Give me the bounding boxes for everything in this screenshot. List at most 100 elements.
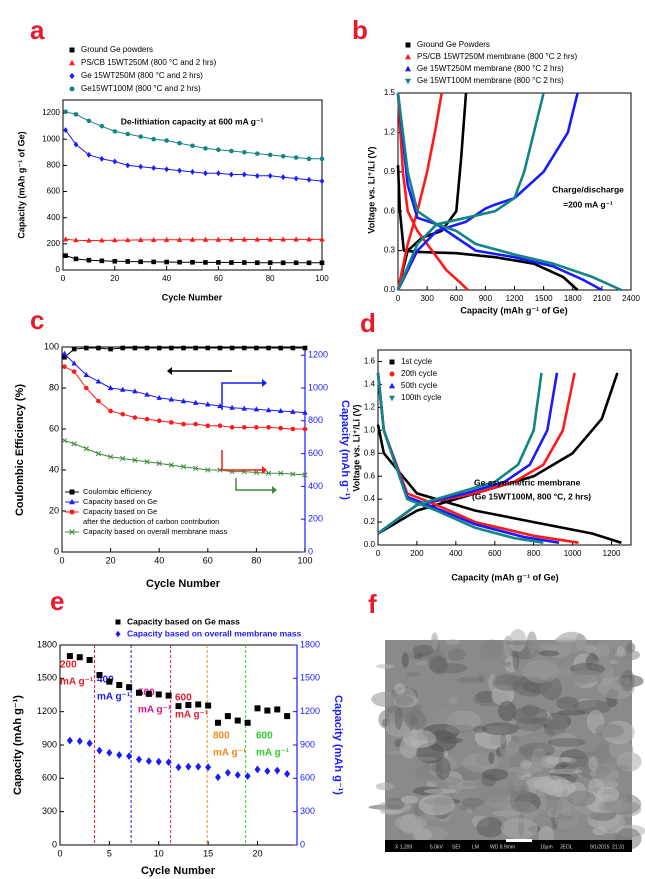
sem-scale-bar	[506, 839, 532, 842]
data-point	[62, 438, 67, 443]
data-point	[126, 752, 132, 760]
y-axis-label: Voltage vs. Li⁺/Li (V)	[351, 404, 361, 491]
data-point	[255, 151, 260, 156]
sem-grain	[431, 632, 438, 650]
sem-grain	[596, 764, 629, 771]
sem-grain	[480, 640, 504, 660]
data-point	[255, 173, 260, 179]
data-point	[185, 763, 191, 771]
data-point	[206, 423, 211, 428]
data-point	[242, 346, 247, 351]
sem-info-text: LM	[472, 844, 479, 850]
series-line	[398, 93, 578, 290]
data-point	[77, 737, 83, 745]
data-point	[235, 718, 241, 724]
legend-label: Capacity based on overall membrane mass	[127, 628, 302, 638]
y2-tick-label: 600	[308, 448, 323, 458]
data-point	[169, 346, 174, 351]
data-point	[106, 679, 112, 685]
legend-label: Coulombic efficiency	[83, 487, 152, 496]
data-point	[84, 446, 89, 451]
data-point	[67, 737, 73, 745]
x-tick-label: 1000	[564, 549, 582, 558]
data-point	[136, 756, 142, 764]
data-point	[87, 119, 92, 124]
rate-label: 800	[213, 731, 230, 742]
data-point	[116, 682, 122, 688]
sem-grain	[442, 697, 460, 713]
sem-grain	[479, 785, 509, 803]
sem-grain	[482, 722, 519, 735]
data-point	[203, 170, 208, 176]
sem-grain	[595, 724, 624, 738]
y2-tick-label: 1200	[300, 706, 320, 716]
y-tick-label: 1.2	[384, 128, 396, 137]
sem-grain	[448, 648, 466, 661]
data-point	[320, 178, 325, 184]
x-tick-label: 80	[266, 274, 275, 283]
y2-tick-label: 1800	[300, 639, 320, 649]
y2-tick-label: 400	[308, 481, 323, 491]
data-point	[100, 156, 105, 162]
legend-marker	[116, 631, 121, 638]
data-point	[254, 346, 259, 351]
data-point	[97, 672, 103, 678]
sem-grain	[506, 641, 530, 645]
data-point	[254, 425, 259, 430]
data-point	[284, 770, 290, 778]
y-tick-label: 1.4	[364, 380, 376, 389]
rate-unit: mA g⁻¹	[138, 705, 172, 716]
sem-grain	[626, 642, 635, 652]
data-point	[242, 172, 247, 178]
data-point	[177, 141, 182, 146]
sem-grain	[461, 782, 483, 786]
sem-grain	[620, 670, 634, 692]
data-point	[63, 253, 68, 258]
data-point	[268, 173, 273, 179]
legend-marker	[405, 66, 411, 72]
sem-grain	[539, 650, 560, 656]
rate-unit: mA g⁻¹	[256, 748, 290, 759]
data-point	[96, 378, 102, 383]
rate-unit: mA g⁻¹	[60, 677, 94, 688]
y-tick-label: 200	[47, 239, 61, 248]
data-point	[113, 259, 118, 264]
x-tick-label: 20	[110, 274, 119, 283]
sem-grain	[588, 757, 598, 771]
data-point	[281, 261, 286, 266]
x-tick-label: 60	[214, 274, 223, 283]
data-point	[216, 170, 221, 176]
sem-grain	[424, 789, 456, 794]
data-point	[177, 168, 182, 174]
y2-tick-label: 600	[300, 773, 315, 783]
x-tick-label: 400	[449, 549, 463, 558]
sem-grain	[376, 783, 395, 791]
data-point	[74, 257, 79, 262]
y-tick-label: 0.3	[384, 246, 396, 255]
data-point	[96, 399, 101, 404]
data-point	[126, 684, 132, 690]
sem-grain	[395, 708, 403, 730]
data-point	[320, 157, 325, 162]
data-point	[218, 423, 223, 428]
x-tick-label: 0	[376, 549, 381, 558]
sem-grain	[513, 770, 522, 792]
y-tick-label: 0.9	[384, 167, 396, 176]
data-point	[268, 153, 273, 158]
data-point	[87, 152, 92, 158]
sem-grain	[501, 818, 538, 839]
sem-grain	[615, 652, 627, 657]
data-point	[97, 747, 103, 755]
page: {"panel_labels": ["a", "b", "c", "d", "e…	[0, 0, 645, 879]
legend-marker	[389, 383, 395, 389]
sem-grain	[430, 657, 447, 675]
data-point	[245, 772, 251, 780]
y2-axis-label: Capacity (mAh g⁻¹)	[332, 695, 344, 795]
legend-marker	[405, 54, 411, 60]
sem-grain	[531, 748, 546, 770]
y-tick-label: 1200	[42, 108, 60, 117]
legend-label: Ge 15WT250M membrane (800 °C 2 hrs)	[417, 64, 564, 73]
y-tick-label: 40	[49, 464, 59, 474]
y2-tick-label: 0	[308, 546, 313, 556]
data-point	[291, 427, 296, 432]
